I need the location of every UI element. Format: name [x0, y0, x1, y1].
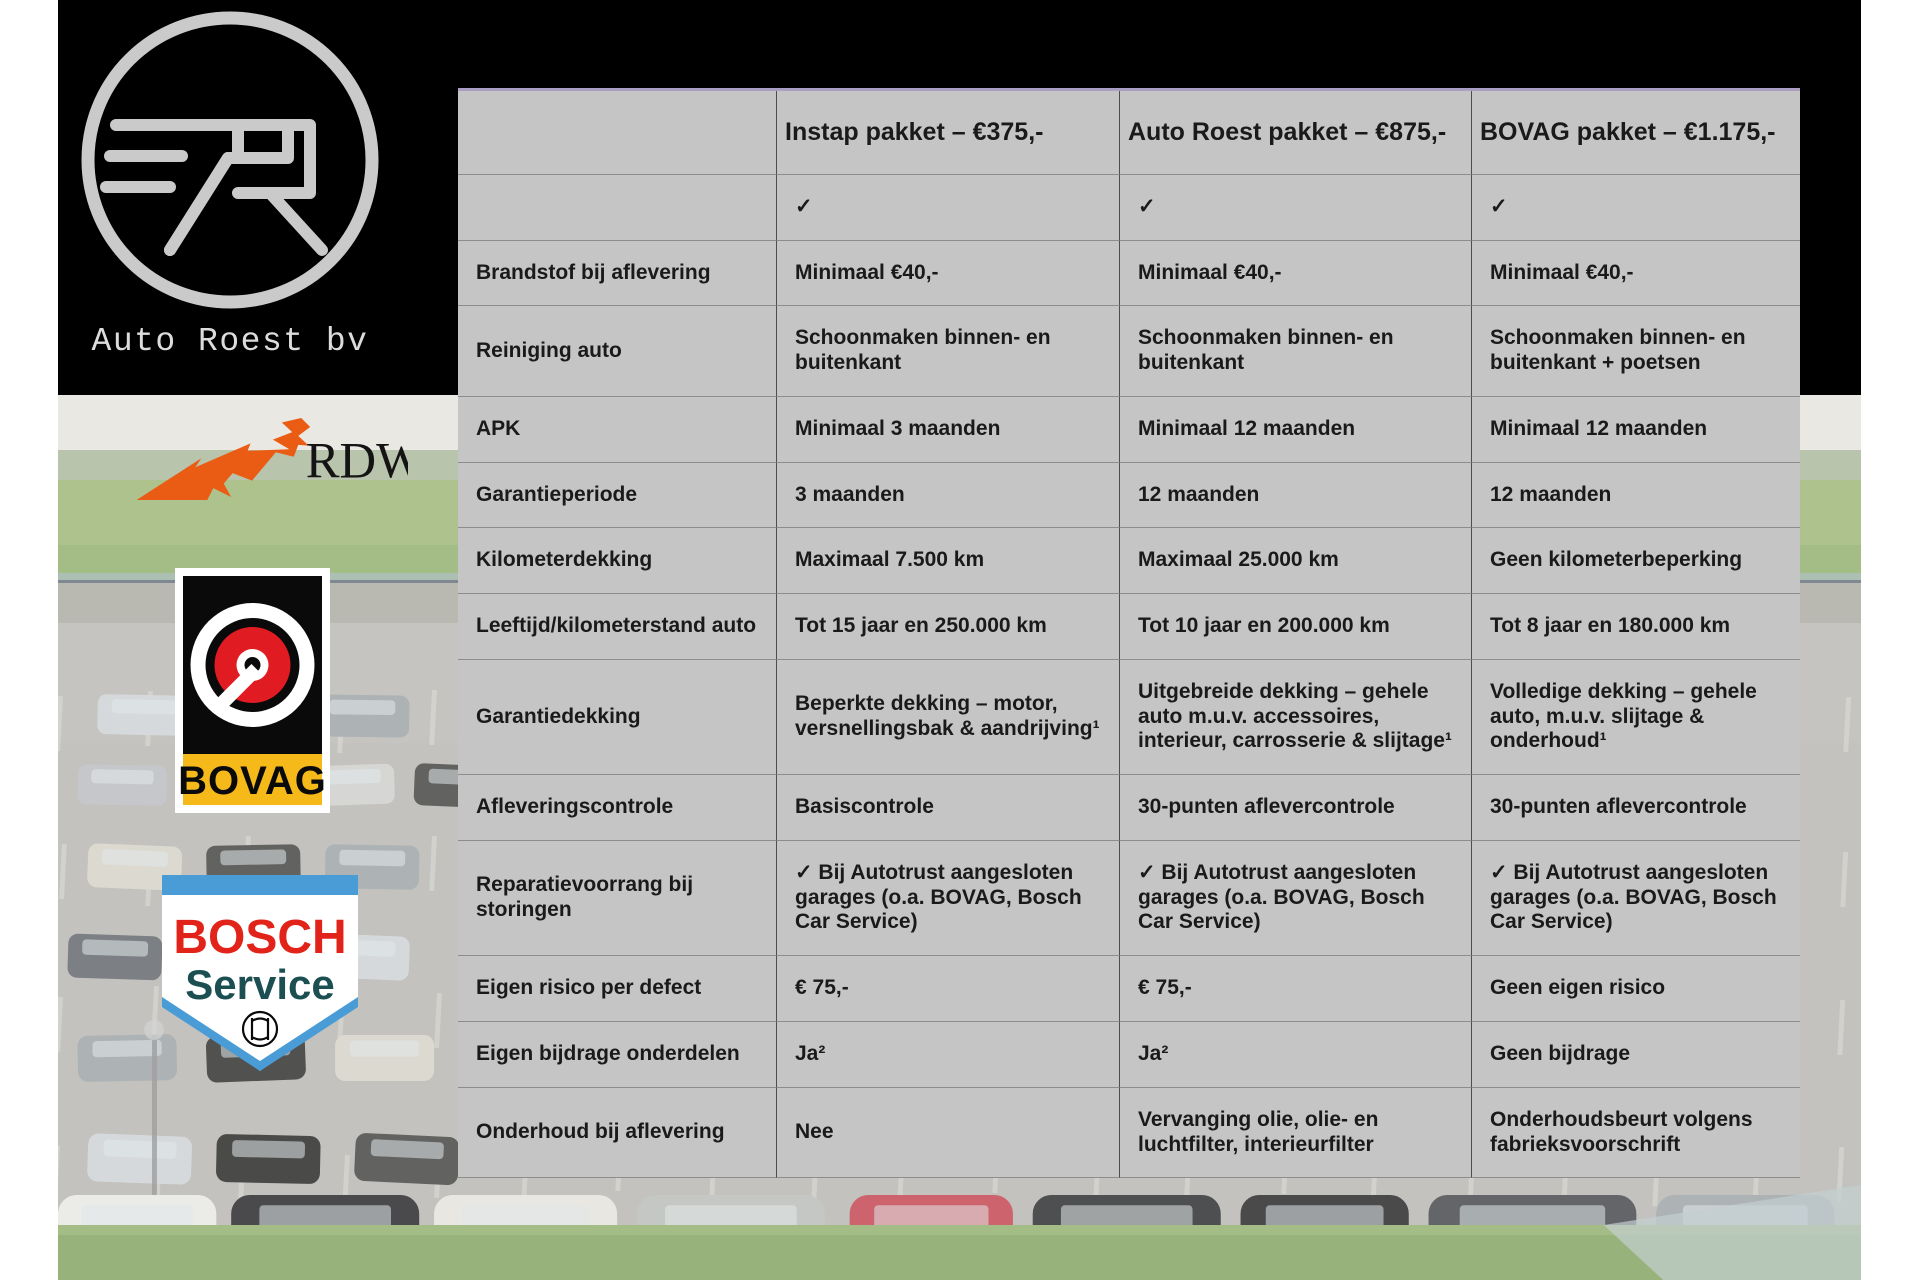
svg-text:Service: Service [185, 961, 334, 1008]
svg-text:BOVAG: BOVAG [178, 759, 327, 803]
svg-text:RDW: RDW [306, 433, 408, 489]
svg-text:Auto Roest bv: Auto Roest bv [92, 323, 369, 360]
svg-text:BOSCH: BOSCH [173, 911, 346, 964]
